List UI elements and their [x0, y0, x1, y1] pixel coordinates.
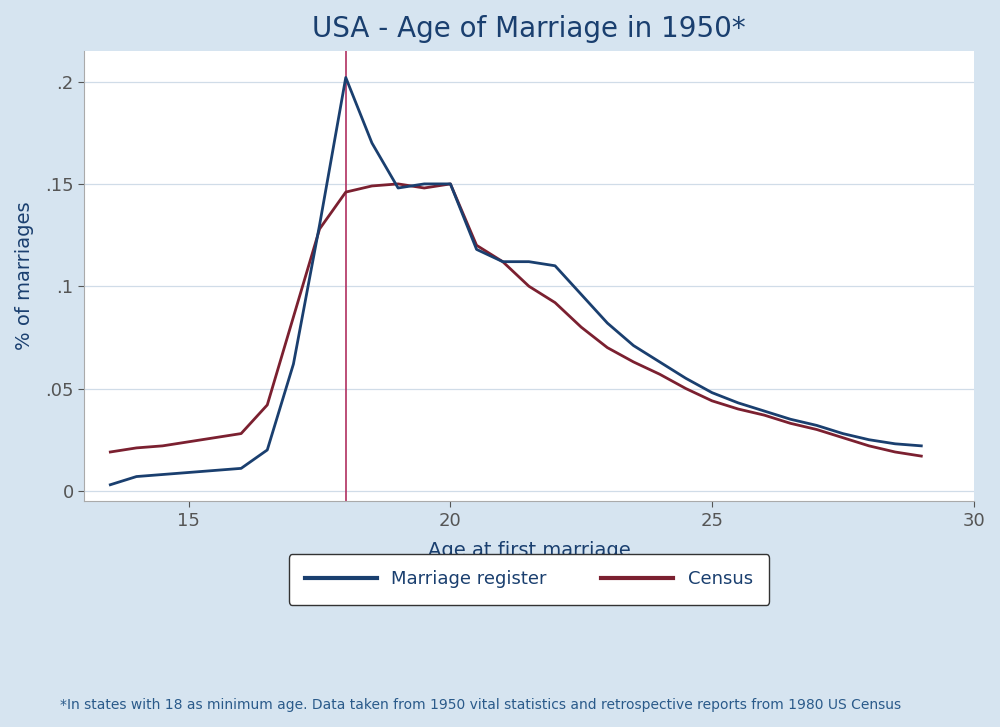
Marriage register — [314, 220, 326, 229]
Census — [471, 241, 483, 249]
Census — [758, 411, 770, 419]
Y-axis label: % of marriages: % of marriages — [15, 201, 34, 350]
Census — [784, 419, 796, 427]
Line: Marriage register: Marriage register — [110, 78, 921, 485]
Marriage register — [261, 446, 273, 454]
Census — [654, 370, 666, 379]
Marriage register — [157, 470, 169, 479]
Census — [366, 182, 378, 190]
Census — [392, 180, 404, 188]
Census — [497, 257, 509, 266]
Census — [628, 358, 640, 366]
Marriage register — [732, 398, 744, 407]
Census — [549, 298, 561, 307]
Marriage register — [523, 257, 535, 266]
Census — [287, 313, 299, 321]
Marriage register — [915, 441, 927, 450]
Title: USA - Age of Marriage in 1950*: USA - Age of Marriage in 1950* — [312, 15, 746, 43]
Census — [340, 188, 352, 196]
Census — [889, 448, 901, 457]
Census — [915, 451, 927, 460]
Marriage register — [418, 180, 430, 188]
Marriage register — [235, 464, 247, 473]
Marriage register — [549, 262, 561, 270]
Marriage register — [209, 466, 221, 475]
Marriage register — [497, 257, 509, 266]
Legend: Marriage register, Census: Marriage register, Census — [289, 554, 769, 605]
Census — [863, 441, 875, 450]
X-axis label: Age at first marriage: Age at first marriage — [428, 541, 630, 560]
Marriage register — [104, 481, 116, 489]
Marriage register — [471, 245, 483, 254]
Marriage register — [130, 473, 142, 481]
Census — [157, 441, 169, 450]
Marriage register — [837, 429, 849, 438]
Census — [183, 438, 195, 446]
Census — [575, 323, 587, 332]
Line: Census: Census — [110, 184, 921, 456]
Census — [209, 433, 221, 442]
Census — [601, 343, 613, 352]
Marriage register — [680, 374, 692, 382]
Census — [235, 429, 247, 438]
Marriage register — [287, 360, 299, 369]
Marriage register — [863, 435, 875, 444]
Marriage register — [340, 73, 352, 82]
Text: *In states with 18 as minimum age. Data taken from 1950 vital statistics and ret: *In states with 18 as minimum age. Data … — [60, 698, 901, 712]
Census — [706, 396, 718, 405]
Census — [680, 384, 692, 393]
Marriage register — [889, 439, 901, 448]
Marriage register — [601, 318, 613, 327]
Marriage register — [444, 180, 456, 188]
Census — [314, 225, 326, 233]
Marriage register — [628, 341, 640, 350]
Marriage register — [784, 415, 796, 424]
Marriage register — [183, 468, 195, 477]
Marriage register — [811, 421, 823, 430]
Marriage register — [654, 358, 666, 366]
Marriage register — [392, 184, 404, 193]
Census — [261, 401, 273, 409]
Marriage register — [758, 406, 770, 415]
Census — [837, 433, 849, 442]
Census — [130, 443, 142, 452]
Census — [444, 180, 456, 188]
Marriage register — [366, 139, 378, 148]
Census — [104, 448, 116, 457]
Census — [523, 282, 535, 291]
Marriage register — [575, 290, 587, 299]
Census — [418, 184, 430, 193]
Census — [732, 405, 744, 414]
Marriage register — [706, 388, 718, 397]
Census — [811, 425, 823, 434]
